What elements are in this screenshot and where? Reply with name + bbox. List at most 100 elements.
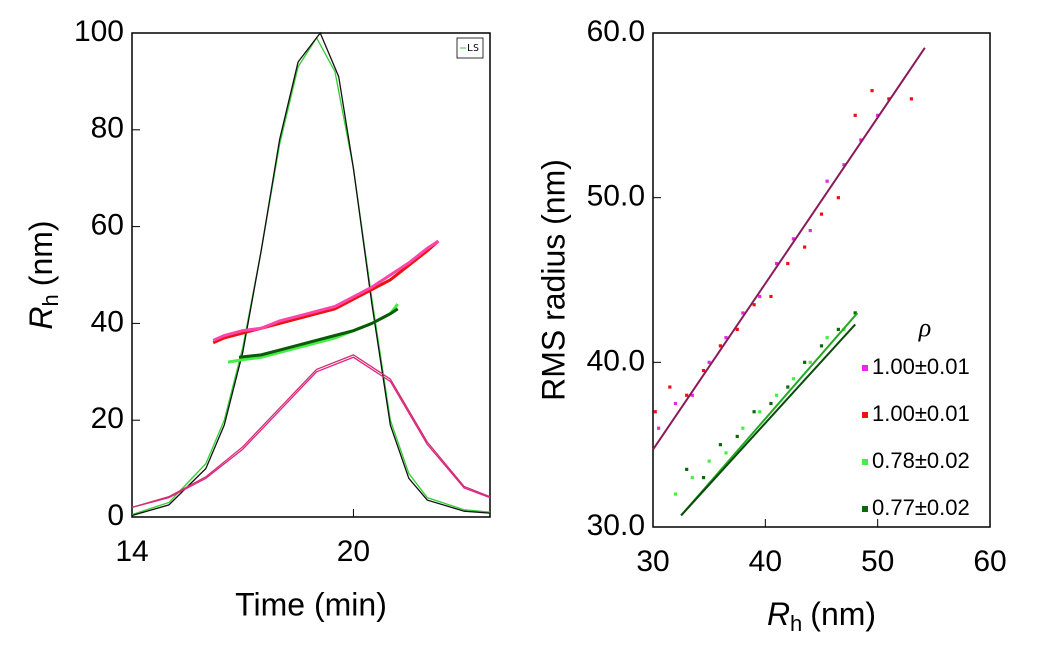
x-tick-label: 14 (115, 535, 148, 568)
point (758, 410, 762, 414)
point (735, 434, 739, 439)
point (774, 393, 779, 397)
legend-title: ρ (918, 313, 931, 342)
point (774, 261, 779, 266)
point (803, 360, 807, 364)
point (718, 443, 722, 447)
x-tick-label: 20 (337, 535, 370, 568)
point (859, 138, 863, 142)
fit-line (680, 312, 859, 517)
legend-marker (862, 506, 868, 512)
point (842, 163, 846, 167)
point (690, 476, 694, 480)
x-tick-label: 60 (973, 545, 1006, 578)
point (825, 179, 829, 183)
point (673, 401, 678, 406)
data-line (212, 239, 440, 345)
fit-line (680, 323, 856, 517)
axis-label: Rh (nm) (23, 220, 62, 329)
point (876, 113, 880, 117)
point (819, 344, 824, 348)
point (735, 327, 739, 331)
point (786, 385, 790, 389)
legend-box (456, 37, 484, 59)
legend-label: 0.78±0.02 (872, 448, 970, 473)
axis-label: Time (min) (235, 586, 387, 622)
point (769, 401, 773, 406)
point (724, 451, 728, 455)
data-line (131, 31, 491, 517)
point (758, 294, 762, 299)
data-line (131, 36, 491, 516)
y-tick-label: 0 (107, 499, 124, 532)
point (653, 410, 657, 414)
x-tick-label: 30 (636, 545, 669, 578)
point (752, 303, 756, 307)
point (668, 385, 672, 389)
point (685, 393, 689, 397)
point (673, 492, 678, 496)
point (791, 377, 796, 381)
legend-label: LS (467, 43, 479, 54)
symbol: R (767, 596, 790, 632)
data-line (131, 354, 491, 508)
axis-label: Rh (nm) (767, 596, 876, 635)
point (836, 196, 840, 200)
y-tick-label: 50.0 (587, 180, 645, 213)
point (803, 245, 807, 249)
legend-marker (862, 412, 868, 418)
y-tick-label: 20 (91, 402, 124, 435)
point (887, 97, 891, 101)
point (718, 344, 722, 348)
point (825, 336, 829, 340)
legend-label: 1.00±0.01 (872, 401, 970, 426)
y-tick-label: 40.0 (587, 344, 645, 377)
point (741, 311, 745, 315)
plot-frame (131, 32, 491, 518)
data-line (238, 307, 399, 359)
point (685, 467, 689, 471)
y-tick-label: 60 (91, 209, 124, 242)
point (808, 360, 812, 364)
fit-line (652, 47, 926, 451)
y-tick-label: 100 (74, 15, 124, 48)
y-tick-label: 60.0 (587, 15, 645, 48)
point (769, 294, 773, 299)
x-tick-label: 40 (749, 545, 782, 578)
point (836, 327, 840, 331)
symbol: R (23, 306, 59, 329)
point (701, 368, 706, 373)
point (786, 261, 790, 266)
x-tick-label: 50 (861, 545, 894, 578)
point (707, 459, 711, 463)
subscript: h (38, 294, 63, 306)
legend-marker (862, 459, 868, 465)
y-tick-label: 30.0 (587, 509, 645, 542)
point (909, 97, 913, 101)
subscript: h (790, 611, 802, 636)
point (701, 476, 706, 480)
axis-label: RMS radius (nm) (535, 159, 571, 401)
point (707, 360, 711, 364)
data-line (131, 356, 491, 508)
point (853, 311, 857, 315)
point (853, 113, 857, 117)
y-tick-label: 40 (91, 305, 124, 338)
point (657, 426, 661, 430)
unit: (nm) (23, 220, 59, 286)
point (741, 426, 745, 430)
point (808, 229, 812, 233)
point (724, 336, 728, 340)
data-line (212, 239, 440, 342)
point (791, 237, 796, 241)
legend-label: 1.00±0.01 (872, 354, 970, 379)
legend-marker (862, 365, 868, 371)
plot-frame (652, 32, 991, 528)
legend-label: 0.77±0.02 (872, 495, 970, 520)
point (752, 410, 756, 414)
point (690, 393, 694, 397)
point (819, 212, 824, 216)
y-tick-label: 80 (91, 112, 124, 145)
unit: (nm) (810, 596, 876, 632)
